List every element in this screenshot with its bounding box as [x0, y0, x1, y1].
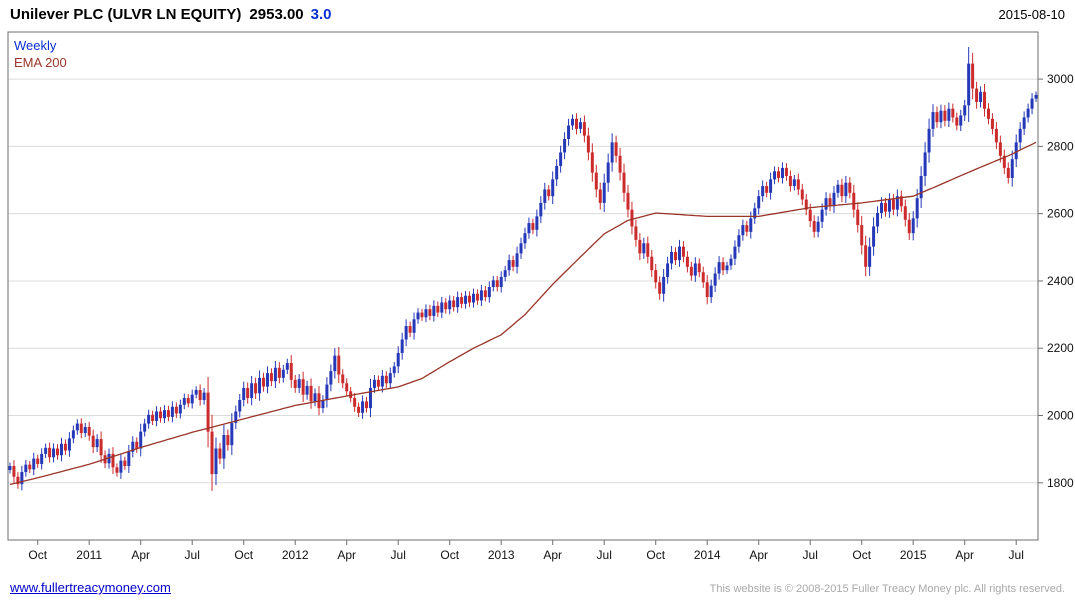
y-axis-tick-label: 2400 [1047, 274, 1074, 288]
x-axis-tick-label: 2013 [488, 548, 515, 562]
x-axis-tick-label: Apr [749, 548, 768, 562]
last-price: 2953.00 [249, 6, 304, 23]
chart-area: 1800 2000 2200 2400 2600 2800 3000 Oct 2011 Apr Ju… [0, 30, 1075, 575]
y-axis-tick-label: 2600 [1047, 207, 1074, 221]
x-axis-tick-label: Oct [28, 548, 47, 562]
candlestick-chart: 1800 2000 2200 2400 2600 2800 3000 Oct 2011 Apr Ju… [7, 31, 1074, 562]
copyright-text: This website is © 2008-2015 Fuller Treac… [709, 583, 1065, 595]
y-axis-tick-label: 2000 [1047, 409, 1074, 423]
chart-header: Unilever PLC (ULVR LN EQUITY) 2953.00 3.0 … [0, 0, 1075, 30]
instrument-name: Unilever PLC (ULVR LN EQUITY) [10, 6, 242, 23]
x-axis-tick-label: Apr [131, 548, 150, 562]
x-axis-tick-label: 2015 [900, 548, 927, 562]
x-axis-tick-label: 2011 [76, 548, 102, 562]
chart-title: Unilever PLC (ULVR LN EQUITY) 2953.00 3.0 [10, 6, 332, 23]
x-axis-tick-label: Apr [955, 548, 974, 562]
candles [8, 47, 1038, 491]
plot-border [7, 31, 1039, 541]
x-axis-tick-label: 2014 [694, 548, 721, 562]
x-axis-tick-label: Jul [391, 548, 406, 562]
x-axis-tick-label: Apr [543, 548, 562, 562]
x-axis-tick-label: Oct [234, 548, 253, 562]
chart-date: 2015-08-10 [998, 7, 1066, 22]
x-axis-tick-label: Jul [803, 548, 818, 562]
website-link[interactable]: www.fullertreacymoney.com [10, 580, 171, 595]
y-axis-tick-label: 1800 [1047, 476, 1074, 490]
footer: www.fullertreacymoney.com This website i… [0, 580, 1075, 595]
price-change: 3.0 [310, 6, 332, 23]
x-axis-tick-label: Apr [337, 548, 356, 562]
x-axis-tick-label: Jul [597, 548, 612, 562]
y-axis-tick-label: 3000 [1047, 72, 1074, 86]
x-axis-tick-label: 2012 [282, 548, 309, 562]
x-axis-tick-label: Jul [1009, 548, 1024, 562]
x-axis-tick-label: Oct [852, 548, 871, 562]
gridlines [8, 78, 1043, 545]
x-axis-tick-label: Oct [646, 548, 665, 562]
x-axis-tick-label: Oct [440, 548, 459, 562]
axis-labels: 1800 2000 2200 2400 2600 2800 3000 Oct 2011 Apr Ju… [28, 72, 1074, 562]
y-axis-tick-label: 2800 [1047, 139, 1074, 153]
y-axis-tick-label: 2200 [1047, 341, 1074, 355]
ema-line [9, 141, 1037, 486]
x-axis-tick-label: Jul [185, 548, 200, 562]
